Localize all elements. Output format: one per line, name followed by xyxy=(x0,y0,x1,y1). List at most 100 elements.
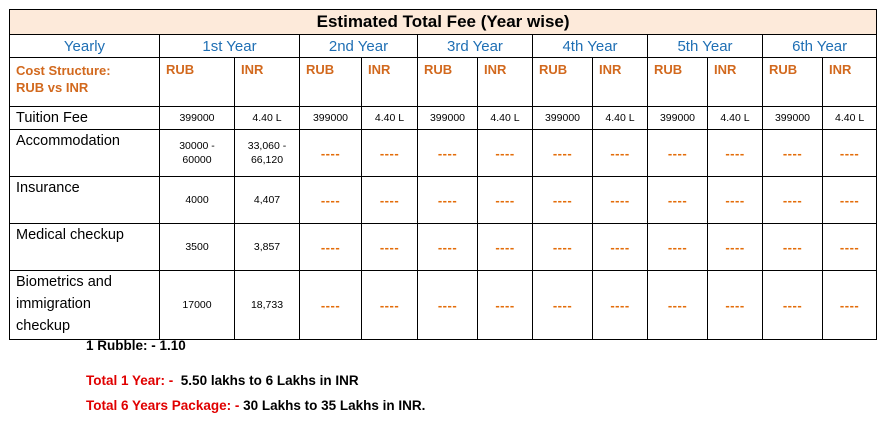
rub-header: RUB xyxy=(417,57,478,107)
placeholder-cell: ---- xyxy=(821,223,878,271)
placeholder-cell: ---- xyxy=(417,223,478,271)
cell-rub: 399000 xyxy=(159,106,235,130)
placeholder-cell: ---- xyxy=(647,223,708,271)
placeholder-cell: ---- xyxy=(299,223,362,271)
placeholder-cell: ---- xyxy=(647,176,708,224)
inr-header: INR xyxy=(361,57,418,107)
placeholder-cell: ---- xyxy=(477,223,533,271)
cell-inr: 3,857 xyxy=(234,223,300,271)
placeholder-cell: ---- xyxy=(592,270,648,340)
year-5-header: 5th Year xyxy=(647,34,763,58)
placeholder-cell: ---- xyxy=(821,176,878,224)
cell-rub: 30000 - 60000 xyxy=(159,129,235,177)
row-label: Insurance xyxy=(9,176,160,224)
cost-structure-line-2: RUB vs INR xyxy=(16,80,89,95)
cell-inr-line: 33,060 - xyxy=(247,140,287,152)
cell-inr: 4,407 xyxy=(234,176,300,224)
year-4-header: 4th Year xyxy=(532,34,648,58)
cell-rub: 399000 xyxy=(762,106,823,130)
placeholder-cell: ---- xyxy=(762,223,823,271)
rub-header: RUB xyxy=(532,57,593,107)
row-label: Accommodation xyxy=(9,129,160,177)
total-6-years-label: Total 6 Years Package: - xyxy=(86,398,240,413)
cell-inr-line: 66,120 xyxy=(250,154,284,166)
rub-header: RUB xyxy=(647,57,708,107)
placeholder-cell: ---- xyxy=(762,270,823,340)
placeholder-cell: ---- xyxy=(532,129,593,177)
placeholder-cell: ---- xyxy=(592,129,648,177)
placeholder-cell: ---- xyxy=(647,270,708,340)
placeholder-cell: ---- xyxy=(821,129,878,177)
row-label-line: checkup xyxy=(16,318,71,334)
rub-header: RUB xyxy=(762,57,823,107)
placeholder-cell: ---- xyxy=(762,129,823,177)
cell-rub-line: 60000 xyxy=(182,154,212,166)
inr-header: INR xyxy=(234,57,300,107)
rub-header: RUB xyxy=(159,57,235,107)
cell-rub: 399000 xyxy=(532,106,593,130)
placeholder-cell: ---- xyxy=(299,176,362,224)
cell-inr: 4.40 L xyxy=(707,106,763,130)
cell-inr: 4.40 L xyxy=(821,106,878,130)
cell-rub: 399000 xyxy=(647,106,708,130)
row-label-line: immigration xyxy=(16,296,91,312)
placeholder-cell: ---- xyxy=(361,223,418,271)
placeholder-cell: ---- xyxy=(647,129,708,177)
cell-inr: 4.40 L xyxy=(234,106,300,130)
placeholder-cell: ---- xyxy=(592,176,648,224)
inr-header: INR xyxy=(821,57,878,107)
placeholder-cell: ---- xyxy=(417,176,478,224)
table-title: Estimated Total Fee (Year wise) xyxy=(8,9,878,35)
total-6-years-note: Total 6 Years Package: - 30 Lakhs to 35 … xyxy=(86,398,425,413)
placeholder-cell: ---- xyxy=(417,270,478,340)
placeholder-cell: ---- xyxy=(417,129,478,177)
row-label: Tuition Fee xyxy=(9,106,160,130)
cell-inr: 4.40 L xyxy=(592,106,648,130)
currency-header-row: Cost Structure: RUB vs INR RUB INR RUB I… xyxy=(9,57,878,107)
placeholder-cell: ---- xyxy=(532,176,593,224)
cell-rub: 399000 xyxy=(417,106,478,130)
placeholder-cell: ---- xyxy=(477,270,533,340)
inr-header: INR xyxy=(707,57,763,107)
placeholder-cell: ---- xyxy=(707,270,763,340)
rub-header: RUB xyxy=(299,57,362,107)
placeholder-cell: ---- xyxy=(477,176,533,224)
placeholder-cell: ---- xyxy=(361,176,418,224)
placeholder-cell: ---- xyxy=(592,223,648,271)
placeholder-cell: ---- xyxy=(532,223,593,271)
rubble-rate-note: 1 Rubble: - 1.10 xyxy=(86,338,186,353)
placeholder-cell: ---- xyxy=(762,176,823,224)
placeholder-cell: ---- xyxy=(821,270,878,340)
cell-inr: 4.40 L xyxy=(477,106,533,130)
year-3-header: 3rd Year xyxy=(417,34,533,58)
year-6-header: 6th Year xyxy=(761,34,878,58)
fee-table: Estimated Total Fee (Year wise) Yearly 1… xyxy=(8,9,878,340)
cell-rub: 3500 xyxy=(159,223,235,271)
cell-rub: 399000 xyxy=(299,106,362,130)
year-1-header: 1st Year xyxy=(159,34,300,58)
total-6-years-value: 30 Lakhs to 35 Lakhs in INR. xyxy=(239,398,426,413)
yearly-header: Yearly xyxy=(9,34,160,58)
row-label-line: Biometrics and xyxy=(16,274,112,290)
placeholder-cell: ---- xyxy=(299,129,362,177)
cell-rub-line: 30000 - xyxy=(179,140,215,152)
total-1-year-label: Total 1 Year: - xyxy=(86,373,174,388)
cell-rub: 17000 xyxy=(159,270,235,340)
cell-inr: 18,733 xyxy=(234,270,300,340)
placeholder-cell: ---- xyxy=(707,176,763,224)
inr-header: INR xyxy=(592,57,648,107)
row-label: Medical checkup xyxy=(9,223,160,271)
inr-header: INR xyxy=(477,57,533,107)
cell-inr: 33,060 - 66,120 xyxy=(234,129,300,177)
placeholder-cell: ---- xyxy=(707,129,763,177)
total-1-year-value: 5.50 lakhs to 6 Lakhs in INR xyxy=(173,373,359,388)
total-1-year-note: Total 1 Year: - 5.50 lakhs to 6 Lakhs in… xyxy=(86,373,359,388)
year-2-header: 2nd Year xyxy=(299,34,418,58)
table-row: Insurance 4000 4,407 ---- ---- ---- ----… xyxy=(9,176,878,224)
year-header-row: Yearly 1st Year 2nd Year 3rd Year 4th Ye… xyxy=(9,34,878,58)
cell-inr: 4.40 L xyxy=(361,106,418,130)
cost-structure-header: Cost Structure: RUB vs INR xyxy=(9,57,160,107)
cost-structure-line-1: Cost Structure: xyxy=(16,63,111,78)
table-row: Tuition Fee 399000 4.40 L 399000 4.40 L … xyxy=(9,106,878,130)
table-row: Accommodation 30000 - 60000 33,060 - 66,… xyxy=(9,129,878,177)
